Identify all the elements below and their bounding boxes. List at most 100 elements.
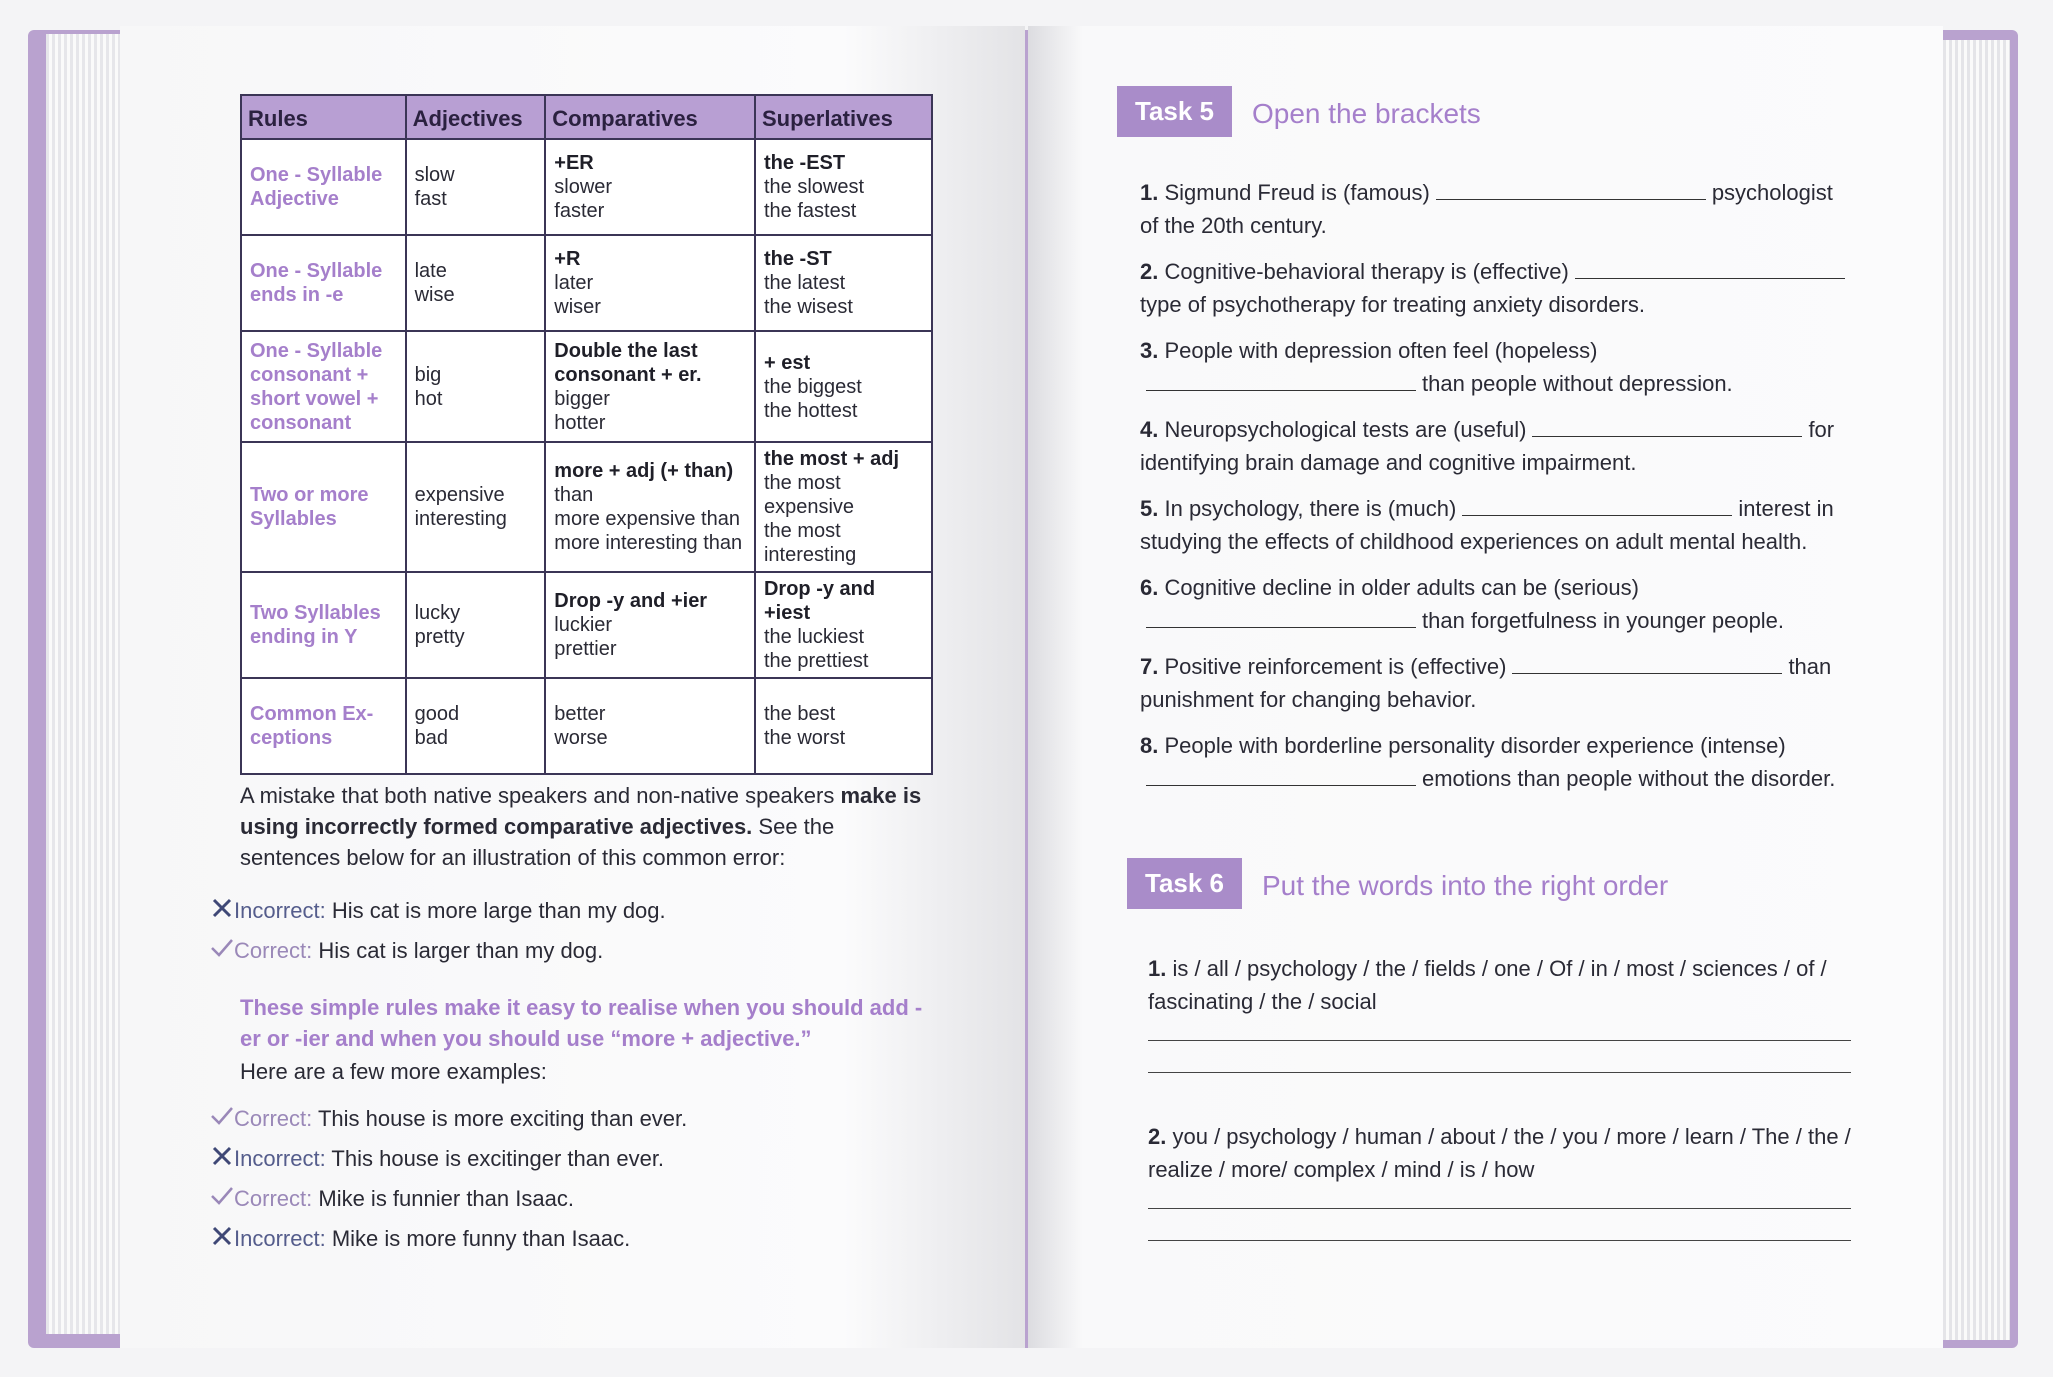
exercise-item: 1. is / all / psychology / the / fields … — [1148, 952, 1853, 1018]
exercise-item: 7. Positive reinforcement is (effective)… — [1140, 650, 1856, 716]
cell-line: One - Syllable — [250, 339, 383, 362]
example-text: His cat is larger than my dog. — [318, 938, 604, 963]
task-title: Put the words into the right order — [1262, 870, 1669, 901]
item-number: 2. — [1140, 259, 1159, 284]
answer-blank — [1574, 260, 1845, 279]
header-cell: Rules — [240, 94, 407, 140]
table-cell: the -EST the slowest the fastest — [753, 138, 934, 236]
icon — [211, 1107, 233, 1125]
exercise-item: 3. People with depression often feel (ho… — [1140, 334, 1856, 400]
answer-line — [1148, 1240, 1851, 1241]
cross-icon — [210, 1226, 234, 1251]
table-row: One - Syllable Adjective slow fast +ER slower… — [240, 138, 934, 236]
cell-line: the most expensive — [763, 472, 855, 518]
cell-heading: Drop -y and +iest — [763, 578, 876, 624]
cell-line: Two Syllables — [250, 602, 381, 624]
cell-line: the slowest — [763, 176, 865, 198]
exercise-item: 8. People with borderline personality di… — [1140, 729, 1856, 795]
answer-blank — [1462, 497, 1733, 516]
table-cell: + est the biggest the hottest — [753, 330, 934, 443]
cross-icon — [210, 1146, 234, 1171]
rules-table: Rules Adjectives Comparatives Superlatives O… — [240, 94, 934, 775]
table-cell: expensive interesting — [404, 441, 547, 573]
table-cell: Double the last consonant + er. bigger hott… — [544, 330, 756, 443]
exercise-item: 6. Cognitive decline in older adults can… — [1140, 571, 1856, 637]
cell-line: prettier — [554, 638, 617, 660]
exercise-item: 2. you / psychology / human / about / th… — [1148, 1120, 1853, 1186]
table-cell: late wise — [404, 234, 547, 332]
header-cell: Superlatives — [753, 94, 934, 140]
table-cell: Drop -y and +ier luckier prettier — [544, 571, 756, 679]
cell-line: more interesting than — [554, 532, 743, 554]
answer-line — [1148, 1208, 1851, 1209]
exercise-item: 2. Cognitive-behavioral therapy is (effe… — [1140, 255, 1856, 321]
cell-line: Two or more — [250, 484, 369, 506]
cell-line: lucky — [414, 602, 461, 624]
example-text: This house is excitinger than ever. — [331, 1146, 665, 1171]
table-cell: more + adj (+ than) than more expensive th… — [544, 441, 756, 573]
cell-heading: +R — [554, 248, 581, 270]
answer-line — [1148, 1072, 1851, 1073]
example-label: Correct: — [234, 938, 313, 963]
cell-line: the hottest — [763, 399, 858, 422]
table-cell: the best the worst — [753, 677, 934, 775]
header-cell: Comparatives — [544, 94, 756, 140]
table-cell: good bad — [404, 677, 547, 775]
check-icon — [210, 1186, 234, 1211]
intro-paragraph: A mistake that both native speakers and … — [240, 780, 940, 873]
cell-line: late — [414, 260, 447, 282]
answer-blank — [1146, 609, 1416, 628]
example-label: Incorrect: — [234, 1226, 326, 1251]
answer-blank — [1532, 418, 1803, 437]
example: Correct: His cat is larger than my dog. — [210, 938, 603, 964]
right-page — [1028, 26, 1943, 1348]
cell-line: the fastest — [763, 200, 857, 222]
cell-line: more expensive than — [554, 508, 740, 530]
task-badge: Task 6 — [1127, 858, 1243, 909]
example: Incorrect: Mike is more funny than Isaac… — [210, 1226, 630, 1252]
cell-heading: more + adj (+ than) — [554, 460, 734, 482]
icon — [212, 1146, 232, 1166]
item-text: Neuropsychological tests are (useful) — [1164, 417, 1527, 442]
example: Incorrect: This house is excitinger than… — [210, 1146, 664, 1172]
table-cell: Two Syllables ending in Y — [240, 571, 407, 679]
example-text: Mike is more funny than Isaac. — [331, 1226, 631, 1251]
example-text: Mike is funnier than Isaac. — [318, 1186, 574, 1211]
text: See the sentences below for an illustrat… — [240, 814, 835, 870]
item-text: is / all / psychology / the / fields / o… — [1148, 956, 1827, 1014]
item-text: emotions than people without the disorde… — [1422, 766, 1836, 791]
cell-line: later — [554, 272, 594, 294]
cell-line: hot — [414, 387, 443, 410]
cell-line: good — [414, 703, 460, 725]
cell-line: the luckiest — [763, 626, 865, 648]
cell-line: One - Syllable — [250, 260, 383, 282]
item-text: In psychology, there is (much) — [1164, 496, 1457, 521]
table-cell: +R later wiser — [544, 234, 756, 332]
cell-heading: +ER — [554, 152, 594, 174]
cell-heading: the -EST — [763, 152, 846, 174]
icon — [211, 939, 233, 957]
table-row: Common Ex-ceptions good bad better worse the … — [240, 677, 934, 775]
table-cell: One - Syllable consonant + short vowel + co… — [240, 330, 407, 443]
table-cell: Drop -y and +iest the luckiest the prettie… — [753, 571, 934, 679]
item-text: than people without depression. — [1422, 371, 1733, 396]
cell-heading: Double the last — [554, 339, 698, 362]
cell-line: ceptions — [250, 727, 333, 749]
table-cell: One - Syllable ends in -e — [240, 234, 407, 332]
cell-line: Syllables — [250, 508, 337, 530]
task-badge: Task 5 — [1117, 86, 1233, 137]
exercise-item: 1. Sigmund Freud is (famous) psychologist… — [1140, 176, 1856, 242]
table-cell: lucky pretty — [404, 571, 547, 679]
table-row: One - Syllable consonant + short vowel + co… — [240, 330, 934, 443]
cell-line: wiser — [554, 296, 601, 318]
cell-line: better — [554, 703, 606, 725]
table-cell: the most + adj the most expensive the most… — [753, 441, 934, 573]
cell-line: the prettiest — [763, 650, 869, 672]
cell-line: slow — [414, 164, 455, 186]
cross-icon — [210, 898, 234, 923]
cell-line: fast — [414, 188, 447, 210]
cell-line: interesting — [414, 508, 507, 530]
item-text: than punishment for changing behavior. — [1140, 654, 1832, 712]
cell-heading: + est — [763, 351, 811, 374]
